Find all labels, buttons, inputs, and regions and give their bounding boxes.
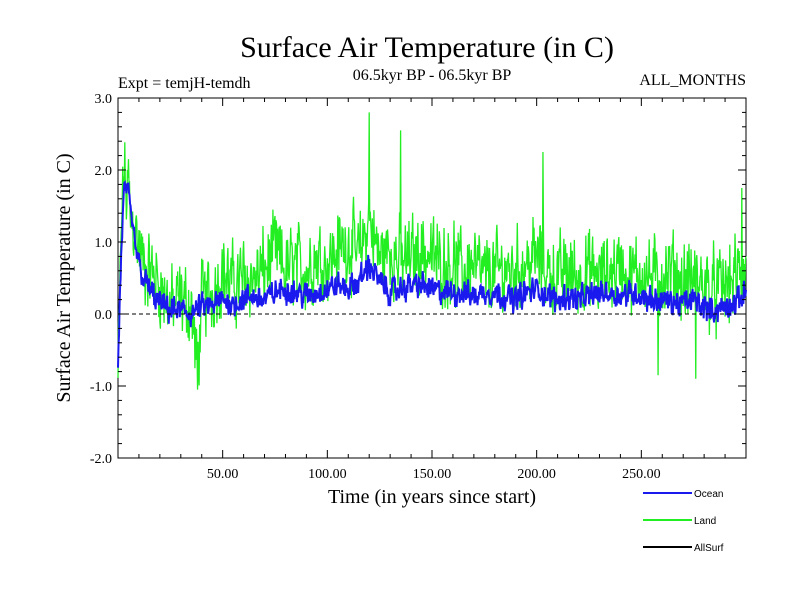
x-axis: 50.00 100.00 150.00 200.00 250.00 bbox=[138, 98, 726, 482]
legend-label-land: Land bbox=[694, 516, 716, 527]
series-line-ocean bbox=[117, 180, 747, 368]
chart-title: Surface Air Temperature (in C) bbox=[240, 31, 614, 64]
y-axis: -2.0 -1.0 0.0 1.0 2.0 3.0 bbox=[90, 92, 746, 467]
series-layer bbox=[117, 112, 747, 390]
period-label: 06.5kyr BP - 06.5kyr BP bbox=[353, 67, 512, 84]
legend-label-allsurf: AllSurf bbox=[694, 543, 724, 554]
y-tick-label: 3.0 bbox=[95, 92, 113, 107]
x-tick-label: 200.00 bbox=[517, 467, 556, 482]
x-tick-label: 50.00 bbox=[207, 467, 239, 482]
experiment-label: Expt = temjH-temdh bbox=[118, 75, 251, 92]
y-tick-label: 1.0 bbox=[95, 236, 113, 251]
y-tick-label: -2.0 bbox=[90, 452, 112, 467]
x-tick-label: 250.00 bbox=[622, 467, 661, 482]
y-tick-label: 0.0 bbox=[95, 308, 113, 323]
x-axis-label: Time (in years since start) bbox=[328, 486, 536, 508]
months-label: ALL_MONTHS bbox=[639, 72, 746, 89]
series-line-land bbox=[117, 112, 747, 390]
legend-label-ocean: Ocean bbox=[694, 489, 723, 500]
x-tick-label: 100.00 bbox=[308, 467, 347, 482]
y-axis-label: Surface Air Temperature (in C) bbox=[53, 153, 75, 402]
plot-area bbox=[117, 97, 747, 459]
y-tick-label: -1.0 bbox=[90, 380, 112, 395]
legend: Ocean Land AllSurf bbox=[643, 489, 724, 554]
x-tick-label: 150.00 bbox=[413, 467, 452, 482]
y-tick-label: 2.0 bbox=[95, 164, 113, 179]
